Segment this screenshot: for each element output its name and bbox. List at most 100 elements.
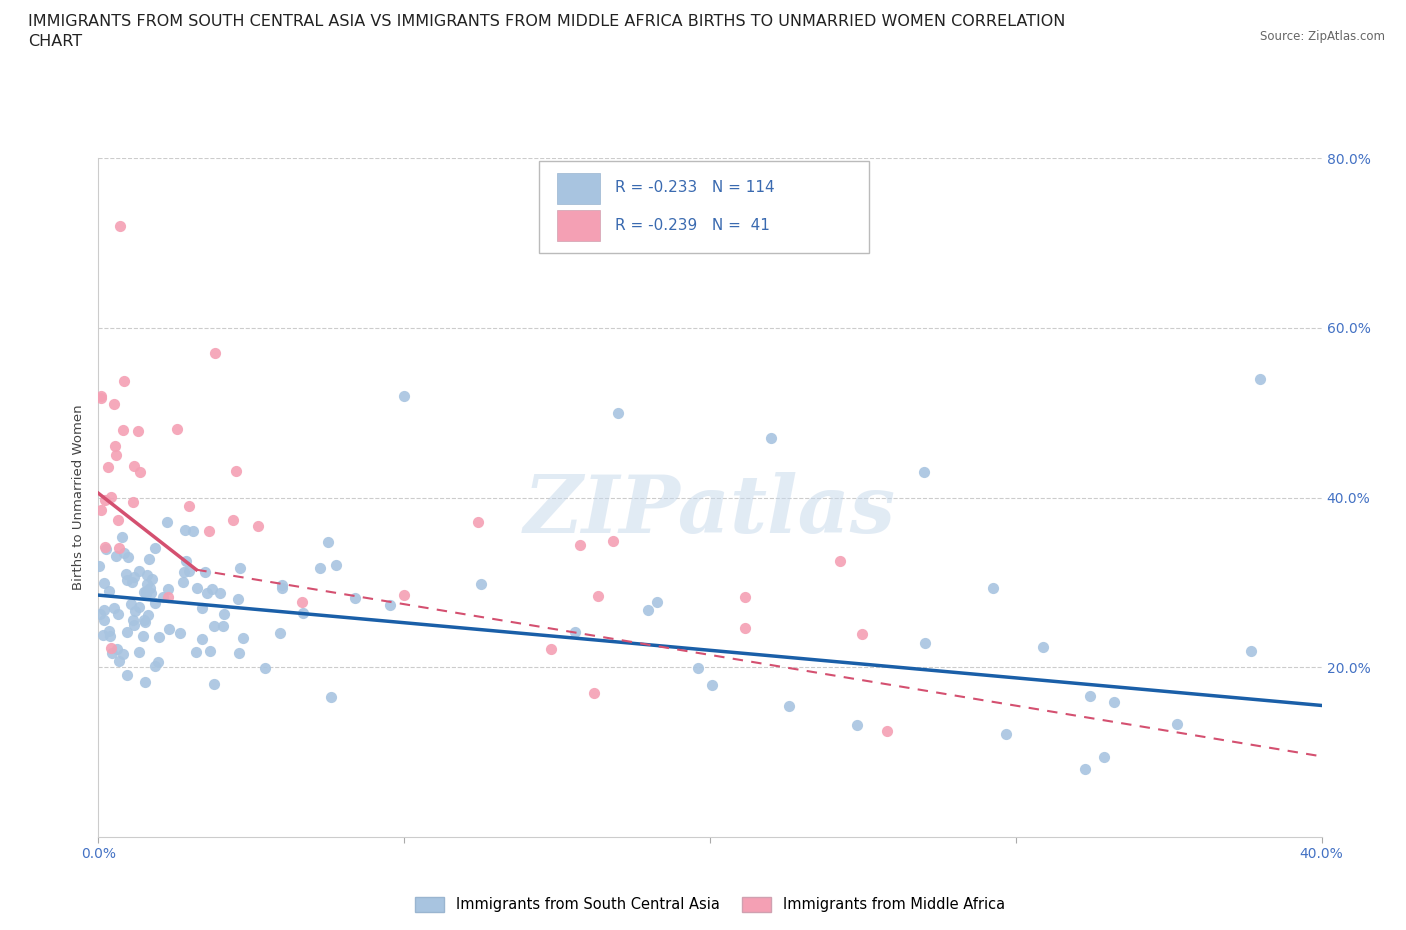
Text: IMMIGRANTS FROM SOUTH CENTRAL ASIA VS IMMIGRANTS FROM MIDDLE AFRICA BIRTHS TO UN: IMMIGRANTS FROM SOUTH CENTRAL ASIA VS IM… <box>28 14 1066 29</box>
Point <box>122 570 145 585</box>
Point <box>232 631 254 645</box>
FancyBboxPatch shape <box>557 173 600 204</box>
Point <box>143 596 166 611</box>
Point <box>115 668 138 683</box>
Point <box>101 645 124 660</box>
Point <box>87 558 110 573</box>
Point <box>104 439 127 454</box>
Point <box>269 626 291 641</box>
Point <box>1166 717 1188 732</box>
Point <box>190 632 212 647</box>
Point <box>193 565 215 579</box>
Point <box>134 584 156 599</box>
Point <box>93 612 115 627</box>
Point <box>128 600 150 615</box>
Text: ZIPatlas: ZIPatlas <box>524 472 896 550</box>
Point <box>583 685 606 700</box>
Point <box>392 389 416 404</box>
Point <box>195 586 218 601</box>
Point <box>139 580 162 595</box>
Point <box>114 566 136 581</box>
Point <box>91 628 114 643</box>
Point <box>201 581 224 596</box>
Point <box>172 575 194 590</box>
Point <box>108 219 131 233</box>
Point <box>173 565 195 579</box>
Point <box>134 674 156 689</box>
Point <box>202 677 225 692</box>
Point <box>1249 371 1271 386</box>
Point <box>914 635 936 650</box>
Point <box>90 503 112 518</box>
Point <box>828 553 851 568</box>
Point <box>107 606 129 621</box>
Point <box>179 564 201 578</box>
Point <box>122 618 145 632</box>
Point <box>105 447 128 462</box>
Point <box>1074 762 1097 777</box>
Point <box>734 620 756 635</box>
Point <box>316 534 339 549</box>
Point <box>94 539 117 554</box>
Point <box>112 422 135 437</box>
Point <box>146 655 169 670</box>
Point <box>702 677 724 692</box>
Point <box>93 576 115 591</box>
Point <box>981 581 1004 596</box>
Point <box>143 658 166 673</box>
Point <box>132 612 155 627</box>
Point <box>226 591 249 606</box>
Point <box>202 618 225 633</box>
Point <box>157 621 180 636</box>
Point <box>112 374 135 389</box>
Point <box>200 644 222 658</box>
Point <box>734 590 756 604</box>
Point <box>93 603 115 618</box>
Point <box>107 512 129 527</box>
Point <box>1240 644 1263 658</box>
Point <box>148 629 170 644</box>
Point <box>128 564 150 578</box>
Point <box>112 545 135 560</box>
Point <box>156 581 179 596</box>
Point <box>198 524 221 538</box>
Text: R = -0.239   N =  41: R = -0.239 N = 41 <box>614 219 769 233</box>
Text: R = -0.233   N = 114: R = -0.233 N = 114 <box>614 180 775 195</box>
Text: Source: ZipAtlas.com: Source: ZipAtlas.com <box>1260 30 1385 43</box>
Point <box>152 590 174 604</box>
Point <box>637 603 659 618</box>
Point <box>166 421 188 436</box>
Point <box>94 493 117 508</box>
Point <box>121 494 143 509</box>
Point <box>1092 750 1115 764</box>
Point <box>778 698 800 713</box>
Point <box>564 624 586 639</box>
Point <box>104 549 127 564</box>
Point <box>222 513 245 528</box>
Point <box>122 459 145 474</box>
Point <box>204 346 226 361</box>
Point <box>135 584 157 599</box>
Point <box>89 606 111 621</box>
Point <box>174 523 197 538</box>
Y-axis label: Births to Unmarried Women: Births to Unmarried Women <box>72 405 86 591</box>
Point <box>141 572 163 587</box>
Point <box>127 424 149 439</box>
Point <box>759 431 782 445</box>
Point <box>380 597 402 612</box>
Point <box>97 459 120 474</box>
Point <box>392 588 416 603</box>
Point <box>143 541 166 556</box>
Point <box>271 580 294 595</box>
Point <box>103 601 125 616</box>
Point <box>129 465 152 480</box>
Point <box>229 561 252 576</box>
Point <box>1032 640 1054 655</box>
Point <box>128 644 150 659</box>
Point <box>851 627 873 642</box>
Point <box>103 397 125 412</box>
Point <box>111 529 134 544</box>
Point <box>177 498 200 513</box>
Point <box>157 589 180 604</box>
Point <box>90 389 112 404</box>
